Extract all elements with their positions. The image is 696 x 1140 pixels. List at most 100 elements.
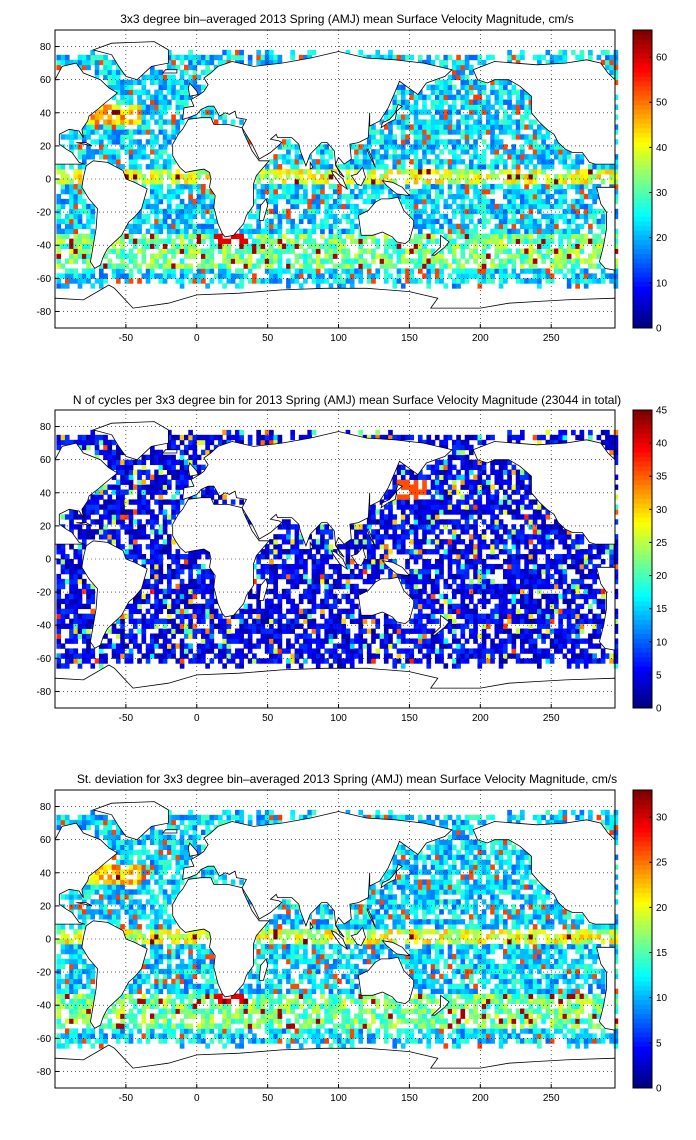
heatmap-cell bbox=[520, 114, 525, 120]
heatmap-cell bbox=[613, 208, 619, 215]
heatmap-cell bbox=[120, 233, 125, 239]
heatmap-cell bbox=[456, 183, 461, 190]
colorbar-tick-label: 50 bbox=[656, 98, 668, 109]
heatmap-cell bbox=[532, 174, 538, 180]
heatmap-cell bbox=[56, 203, 62, 210]
heatmap-cell bbox=[426, 139, 432, 145]
heatmap-cell bbox=[294, 174, 300, 180]
heatmap-cell bbox=[405, 193, 410, 200]
heatmap-cell bbox=[201, 633, 206, 639]
heatmap-cell bbox=[439, 159, 444, 165]
heatmap-cell bbox=[417, 598, 423, 605]
heatmap-cell bbox=[388, 139, 393, 145]
heatmap-cell bbox=[149, 188, 155, 195]
heatmap-cell bbox=[252, 213, 257, 220]
heatmap-cell bbox=[273, 658, 278, 664]
heatmap-cell bbox=[439, 193, 444, 200]
heatmap-cell bbox=[498, 213, 504, 220]
heatmap-cell bbox=[464, 193, 470, 200]
heatmap-cell bbox=[477, 114, 483, 120]
heatmap-cell bbox=[145, 598, 151, 605]
heatmap-cell bbox=[69, 273, 74, 279]
heatmap-cell bbox=[613, 559, 619, 565]
heatmap-cell bbox=[562, 263, 568, 269]
heatmap-cell bbox=[128, 603, 134, 610]
heatmap-cell bbox=[298, 283, 304, 289]
heatmap-cell bbox=[349, 188, 355, 195]
heatmap-cell bbox=[507, 89, 512, 95]
heatmap-cell bbox=[256, 638, 261, 644]
heatmap-cell bbox=[537, 149, 542, 155]
heatmap-cell bbox=[273, 213, 278, 220]
heatmap-cell bbox=[303, 263, 308, 269]
heatmap-cell bbox=[383, 278, 389, 284]
heatmap-cell bbox=[69, 179, 74, 185]
heatmap-cell bbox=[145, 129, 151, 135]
heatmap-cell bbox=[549, 164, 555, 170]
heatmap-cell bbox=[269, 183, 274, 190]
continent-outline bbox=[187, 82, 199, 97]
heatmap-cell bbox=[485, 164, 491, 170]
heatmap-cell bbox=[375, 193, 381, 200]
heatmap-cell bbox=[196, 603, 202, 610]
heatmap-cell bbox=[388, 169, 393, 175]
heatmap-cell bbox=[562, 608, 568, 615]
heatmap-cell bbox=[192, 223, 198, 230]
heatmap-cell bbox=[447, 174, 453, 180]
heatmap-cell bbox=[86, 603, 91, 610]
heatmap-cell bbox=[362, 198, 368, 205]
heatmap-cell bbox=[213, 273, 219, 279]
heatmap-cell bbox=[264, 618, 270, 624]
heatmap-cell bbox=[158, 208, 164, 215]
heatmap-cell bbox=[167, 84, 172, 90]
heatmap-cell bbox=[596, 613, 602, 619]
colorbar-segment bbox=[633, 183, 652, 189]
colorbar-segment bbox=[633, 123, 652, 129]
heatmap-cell bbox=[443, 89, 449, 95]
heatmap-cell bbox=[149, 139, 155, 145]
heatmap-cell bbox=[498, 608, 504, 615]
heatmap-cell bbox=[184, 593, 189, 600]
heatmap-cell bbox=[90, 598, 96, 605]
heatmap-cell bbox=[549, 273, 555, 279]
heatmap-cell bbox=[426, 283, 432, 289]
heatmap-cell bbox=[498, 658, 504, 664]
heatmap-cell bbox=[154, 263, 159, 269]
heatmap-cell bbox=[303, 198, 308, 205]
heatmap-cell bbox=[532, 139, 538, 145]
heatmap-cell bbox=[503, 159, 508, 165]
heatmap-cell bbox=[324, 174, 330, 180]
heatmap-cell bbox=[468, 593, 474, 600]
heatmap-cell bbox=[583, 613, 589, 619]
heatmap-cell bbox=[575, 243, 580, 249]
continent-outline bbox=[472, 59, 616, 165]
heatmap-cell bbox=[528, 638, 534, 644]
colorbar-segment bbox=[633, 309, 652, 315]
heatmap-cell bbox=[460, 208, 466, 215]
heatmap-cell bbox=[545, 159, 551, 165]
heatmap-cell bbox=[537, 243, 542, 249]
heatmap-cell bbox=[337, 658, 342, 664]
heatmap-cell bbox=[239, 658, 244, 664]
heatmap-cell bbox=[490, 198, 495, 205]
heatmap-cell bbox=[481, 243, 487, 249]
heatmap-cell bbox=[613, 188, 619, 195]
heatmap-cell bbox=[171, 588, 176, 595]
heatmap-cell bbox=[60, 663, 66, 669]
heatmap-cell bbox=[494, 109, 500, 115]
heatmap-cell bbox=[269, 613, 274, 619]
heatmap-cell bbox=[111, 273, 117, 279]
heatmap-cell bbox=[396, 628, 402, 634]
heatmap-cell bbox=[520, 573, 525, 580]
colorbar-segment bbox=[633, 85, 652, 92]
heatmap-cell bbox=[167, 164, 172, 170]
x-tick-label: -50 bbox=[119, 333, 134, 344]
heatmap-cell bbox=[447, 623, 453, 629]
heatmap-cell bbox=[520, 248, 525, 254]
heatmap-cell bbox=[171, 653, 176, 659]
heatmap-cell bbox=[277, 593, 283, 600]
heatmap-cell bbox=[141, 218, 147, 225]
heatmap-cell bbox=[464, 119, 470, 125]
heatmap-cell bbox=[286, 648, 291, 654]
heatmap-cell bbox=[175, 628, 181, 634]
